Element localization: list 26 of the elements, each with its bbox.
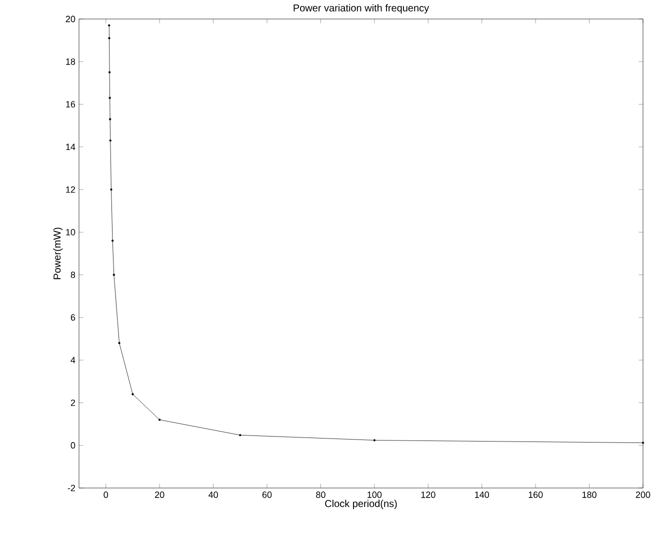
y-tick-label: 18 <box>66 58 76 65</box>
y-tick-label: 10 <box>66 228 76 236</box>
y-tick-label: 6 <box>70 314 76 321</box>
x-tick-label: 180 <box>582 492 596 498</box>
x-tick-label: 80 <box>316 492 326 498</box>
x-tick-label: 160 <box>528 492 543 498</box>
y-tick-label: 2 <box>70 400 76 406</box>
chart-title: Power variation with frequency <box>294 4 430 14</box>
x-axis-title: Clock period(ns) <box>325 500 397 510</box>
y-tick-label: 12 <box>66 186 76 193</box>
y-tick-label: -2 <box>68 484 76 492</box>
x-tick-label: 200 <box>636 492 650 498</box>
x-tick-label: 60 <box>262 492 272 498</box>
y-axis-title: Power(mW) <box>53 228 63 280</box>
x-tick-label: 120 <box>421 492 436 498</box>
x-tick-label: 140 <box>475 492 490 498</box>
y-tick-label: 0 <box>70 442 76 449</box>
y-tick-label: 20 <box>66 16 76 22</box>
x-tick-label: 100 <box>368 492 382 498</box>
y-tick-label: 14 <box>66 144 76 150</box>
y-tick-label: 4 <box>70 356 76 364</box>
x-tick-label: 20 <box>155 492 164 498</box>
x-tick-label: 40 <box>208 492 218 498</box>
x-tick-label: 0 <box>104 492 108 498</box>
y-tick-label: 16 <box>66 101 76 108</box>
y-tick-label: 8 <box>70 272 76 278</box>
